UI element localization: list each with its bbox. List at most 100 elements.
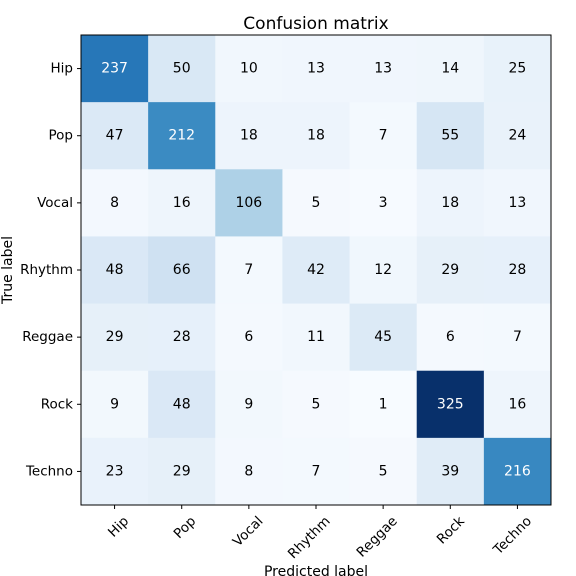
cell-value-label: 11 xyxy=(307,329,325,345)
cell-value-label: 237 xyxy=(101,61,128,77)
y-axis-label: True label xyxy=(0,236,16,305)
cell-value-label: 18 xyxy=(240,128,258,144)
heatmap-cell xyxy=(148,303,216,372)
heatmap-cell xyxy=(215,169,283,237)
heatmap-cell xyxy=(483,169,552,237)
heatmap-cell xyxy=(349,437,418,506)
cell-value-label: 29 xyxy=(173,463,191,479)
y-tick-label: Rhythm xyxy=(20,262,73,278)
x-tick-label: Pop xyxy=(171,513,200,542)
cell-value-label: 325 xyxy=(437,396,464,412)
cell-value-label: 3 xyxy=(379,195,388,211)
y-tick-label: Reggae xyxy=(22,329,73,345)
cell-value-label: 5 xyxy=(312,396,321,412)
y-tick-label: Pop xyxy=(49,128,74,144)
heatmap-cell xyxy=(416,437,485,506)
cell-value-label: 7 xyxy=(513,329,522,345)
chart-title: Confusion matrix xyxy=(243,14,388,34)
cell-value-label: 8 xyxy=(244,463,253,479)
heatmap-cell xyxy=(148,35,216,103)
cell-value-label: 23 xyxy=(106,463,124,479)
cell-value-label: 8 xyxy=(110,195,119,211)
heatmap-cell xyxy=(81,35,149,103)
x-tick-label: Rock xyxy=(434,513,468,547)
cell-value-label: 39 xyxy=(441,463,459,479)
heatmap-cell xyxy=(215,303,283,372)
heatmap-cell xyxy=(349,35,418,103)
cell-value-label: 7 xyxy=(244,262,253,278)
heatmap-cell xyxy=(349,102,418,170)
heatmap-cell xyxy=(148,370,216,439)
cell-value-label: 106 xyxy=(235,195,262,211)
cell-value-label: 55 xyxy=(441,128,459,144)
cell-value-label: 5 xyxy=(312,195,321,211)
x-tick-label: Vocal xyxy=(230,513,267,550)
cell-value-label: 42 xyxy=(307,262,325,278)
cell-value-label: 212 xyxy=(168,128,195,144)
heatmap-cell xyxy=(483,370,552,439)
heatmap-cell xyxy=(416,35,485,103)
heatmap-cell xyxy=(282,370,350,439)
cell-value-label: 45 xyxy=(374,329,392,345)
cell-value-label: 6 xyxy=(244,329,253,345)
cell-value-label: 9 xyxy=(110,396,119,412)
cell-value-label: 13 xyxy=(374,61,392,77)
cell-value-label: 18 xyxy=(441,195,459,211)
heatmap-cell xyxy=(148,102,216,170)
cell-value-label: 13 xyxy=(509,195,527,211)
heatmap-cell xyxy=(282,437,350,506)
heatmap-cell xyxy=(215,102,283,170)
cell-value-label: 18 xyxy=(307,128,325,144)
cell-value-label: 216 xyxy=(504,463,531,479)
cell-value-label: 48 xyxy=(106,262,124,278)
cell-value-label: 12 xyxy=(374,262,392,278)
heatmap-cell xyxy=(282,35,350,103)
cell-value-label: 50 xyxy=(173,61,191,77)
heatmap-cell xyxy=(483,437,552,506)
x-tick-label: Hip xyxy=(105,513,132,540)
cell-value-label: 1 xyxy=(379,396,388,412)
cell-value-label: 47 xyxy=(106,128,124,144)
heatmap-cell xyxy=(215,437,283,506)
heatmap-cell xyxy=(282,303,350,372)
heatmap-cell xyxy=(81,303,149,372)
heatmap-cell xyxy=(349,370,418,439)
cell-value-label: 6 xyxy=(446,329,455,345)
heatmap-cell xyxy=(148,169,216,237)
cell-value-label: 28 xyxy=(509,262,527,278)
heatmap-cell xyxy=(416,169,485,237)
heatmap-cell xyxy=(416,236,485,304)
heatmap-cell xyxy=(349,303,418,372)
y-tick-label: Techno xyxy=(25,463,73,479)
heatmap-cell xyxy=(215,370,283,439)
cell-value-label: 10 xyxy=(240,61,258,77)
heatmap-cell xyxy=(416,102,485,170)
y-tick-label: Vocal xyxy=(37,195,73,211)
x-tick-label: Reggae xyxy=(354,513,401,560)
cell-value-label: 9 xyxy=(244,396,253,412)
heatmap-cell xyxy=(483,35,552,103)
heatmap-cell xyxy=(148,236,216,304)
heatmap-cell xyxy=(416,370,485,439)
heatmap-cell xyxy=(483,236,552,304)
heatmap-cell xyxy=(215,35,283,103)
heatmap-cell xyxy=(81,236,149,304)
heatmap-cell xyxy=(81,102,149,170)
cell-value-label: 14 xyxy=(441,61,459,77)
cell-value-label: 29 xyxy=(441,262,459,278)
cell-value-label: 7 xyxy=(379,128,388,144)
cell-value-label: 25 xyxy=(509,61,527,77)
heatmap-cell xyxy=(282,102,350,170)
cell-value-label: 7 xyxy=(312,463,321,479)
cell-value-label: 29 xyxy=(106,329,124,345)
cell-value-label: 66 xyxy=(173,262,191,278)
cell-value-label: 24 xyxy=(509,128,527,144)
heatmap-cell xyxy=(148,437,216,506)
heatmap-cell xyxy=(483,102,552,170)
heatmap-cell xyxy=(416,303,485,372)
y-tick-label: Hip xyxy=(51,61,73,77)
cell-value-label: 16 xyxy=(173,195,191,211)
heatmap-cell xyxy=(483,303,552,372)
